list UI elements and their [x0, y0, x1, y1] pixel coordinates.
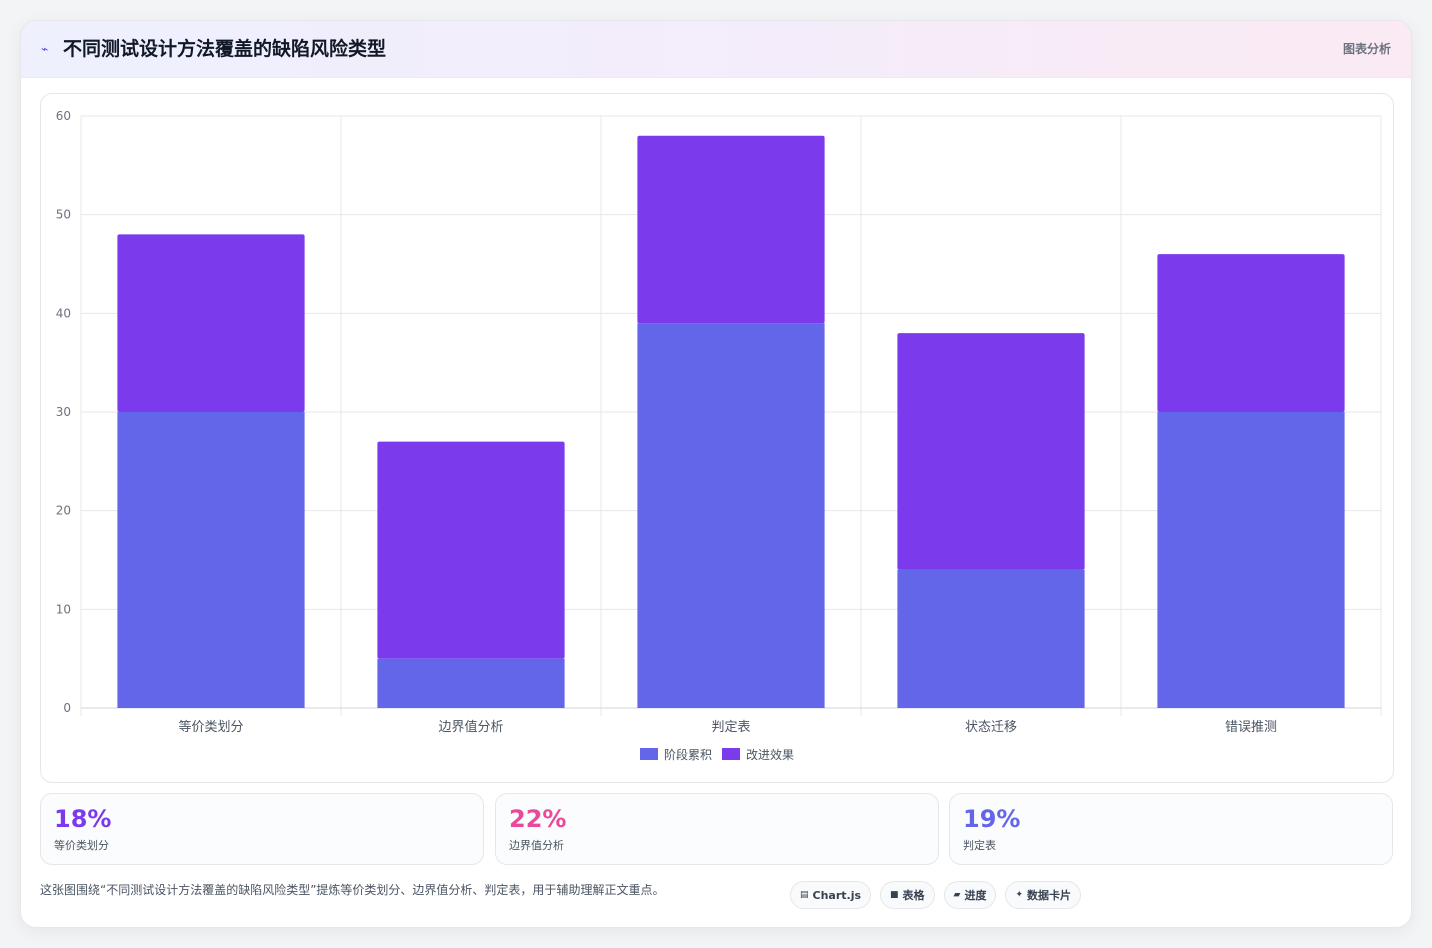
chart-panel: 0 10 20 30 40 50 60 等价类划分 边界值分析 判定表 状态迁移 错误推测 阶段累积 改…	[40, 93, 1394, 783]
legend-label: 改进效果	[746, 747, 795, 762]
footer-note: 这张图围绕“不同测试设计方法覆盖的缺陷风险类型”提炼等价类划分、边界值分析、判定…	[40, 883, 665, 897]
progress-icon: ▰	[953, 890, 961, 900]
tag-label: Chart.js	[812, 888, 862, 902]
tag-list: ▤ Chart.js ■ 表格 ▰ 进度 ✦ 数据卡片	[790, 881, 1082, 909]
y-tick-label: 60	[56, 109, 71, 123]
tag-label: 数据卡片	[1027, 889, 1072, 902]
tag-progress[interactable]: ▰ 进度	[943, 881, 997, 909]
header-badge: 图表分析	[1342, 42, 1391, 56]
y-tick-label: 50	[56, 208, 71, 222]
y-tick-label: 40	[56, 306, 71, 320]
x-tick-label: 状态迁移	[965, 720, 1017, 735]
stat-label: 等价类划分	[54, 839, 109, 852]
legend-swatch	[639, 748, 658, 760]
bar-segment	[377, 441, 565, 659]
card-header: ⌁ 不同测试设计方法覆盖的缺陷风险类型 图表分析	[21, 21, 1411, 78]
bar-segment	[377, 658, 565, 708]
bar-segment	[117, 412, 305, 708]
chart-icon: ⌁	[41, 42, 49, 56]
tag-chartjs[interactable]: ▤ Chart.js	[790, 881, 872, 909]
bar-segment	[637, 135, 825, 324]
page-title: 不同测试设计方法覆盖的缺陷风险类型	[63, 38, 387, 60]
y-tick-label: 10	[56, 602, 71, 616]
x-tick-label: 等价类划分	[178, 719, 243, 735]
legend-item[interactable]: 改进效果	[722, 746, 794, 763]
bar-segment	[117, 234, 305, 412]
stacked-bar-chart: 0 10 20 30 40 50 60 等价类划分 边界值分析 判定表 状态迁移 错误推测	[56, 109, 1382, 735]
stat-value: 18%	[54, 805, 112, 833]
tag-data-card[interactable]: ✦ 数据卡片	[1005, 881, 1082, 909]
tag-table[interactable]: ■ 表格	[880, 881, 935, 909]
y-tick-label: 0	[63, 701, 71, 715]
chart-icon: ▤	[800, 890, 809, 900]
legend-label: 阶段累积	[663, 747, 712, 762]
tag-label: 表格	[902, 889, 925, 902]
tag-label: 进度	[964, 889, 987, 902]
stats-row: 18% 等价类划分 22% 边界值分析 19% 判定表	[40, 793, 1393, 865]
y-tick-label: 20	[56, 504, 71, 518]
y-tick-label: 30	[56, 405, 71, 419]
stat-value: 19%	[963, 805, 1021, 833]
bar-segment	[897, 569, 1085, 708]
legend-swatch	[722, 748, 740, 760]
bar-segment	[897, 333, 1085, 570]
chart-legend: 阶段累积 改进效果	[41, 744, 1393, 764]
legend-item[interactable]: 阶段累积	[639, 746, 712, 763]
x-tick-label: 判定表	[711, 720, 750, 735]
stat-card: 19% 判定表	[949, 793, 1393, 865]
stat-label: 判定表	[963, 839, 996, 852]
table-icon: ■	[890, 890, 899, 900]
x-tick-label: 边界值分析	[438, 719, 503, 735]
x-tick-label: 错误推测	[1225, 720, 1277, 735]
stat-label: 边界值分析	[509, 839, 564, 852]
sparkle-icon: ✦	[1015, 890, 1024, 900]
chart-card: ⌁ 不同测试设计方法覆盖的缺陷风险类型 图表分析 0 10 20 30 40 50 60 等价…	[20, 20, 1412, 928]
bar-segment	[637, 323, 825, 708]
stat-card: 18% 等价类划分	[40, 793, 484, 865]
bar-segment	[1157, 254, 1345, 412]
stat-card: 22% 边界值分析	[495, 793, 939, 865]
stat-value: 22%	[509, 805, 567, 833]
bar-segment	[1157, 412, 1345, 708]
